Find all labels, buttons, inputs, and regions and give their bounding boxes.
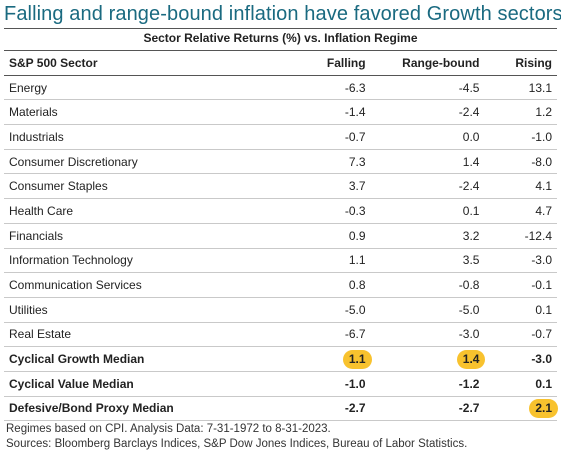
cell-falling: 0.8: [266, 272, 366, 298]
cell-range-bound: -0.8: [365, 272, 480, 298]
cell-falling: -2.7: [266, 396, 366, 422]
cell-falling: 7.3: [266, 149, 366, 175]
table-title: Sector Relative Returns (%) vs. Inflatio…: [143, 31, 418, 45]
median-row: Cyclical Growth Median 1.1 1.4 -3.0: [4, 346, 557, 372]
cell-range-bound: 3.2: [365, 223, 480, 249]
title-divider: [4, 28, 557, 29]
table-row: Consumer Staples 3.7 -2.4 4.1: [4, 173, 557, 200]
returns-table: S&P 500 Sector Falling Range-bound Risin…: [4, 51, 558, 422]
highlight-badge: 1.4: [456, 349, 486, 369]
table-row: Information Technology 1.1 3.5 -3.0: [4, 248, 557, 274]
page-title: Falling and range-bound inflation have f…: [4, 3, 561, 25]
cell-falling: -0.3: [266, 198, 366, 224]
median-row: Cyclical Value Median -1.0 -1.2 0.1: [4, 371, 557, 397]
table-row: Industrials -0.7 0.0 -1.0: [4, 124, 557, 150]
row-label: Consumer Discretionary: [4, 149, 267, 175]
row-label: Defesive/Bond Proxy Median: [4, 396, 267, 422]
cell-rising: 2.1: [479, 396, 558, 422]
row-label: Health Care: [4, 198, 267, 224]
cell-rising: 0.1: [479, 371, 557, 397]
cell-falling: -0.7: [266, 124, 366, 150]
cell-range-bound: 0.1: [365, 198, 480, 224]
row-label: Industrials: [4, 124, 267, 150]
cell-range-bound: -2.7: [365, 396, 480, 422]
cell-range-bound: -5.0: [365, 297, 480, 323]
cell-rising: -0.7: [479, 322, 557, 348]
table-row: Real Estate -6.7 -3.0 -0.7: [4, 322, 557, 348]
cell-rising: -8.0: [479, 149, 557, 175]
column-header-rising: Rising: [479, 51, 557, 76]
cell-falling: -6.7: [266, 322, 366, 348]
column-header-falling: Falling: [266, 51, 366, 76]
cell-range-bound: -3.0: [365, 322, 480, 348]
row-label: Financials: [4, 223, 267, 249]
table-row: Energy -6.3 -4.5 13.1: [4, 75, 557, 101]
table-row: Utilities -5.0 -5.0 0.1: [4, 297, 557, 323]
cell-rising: 1.2: [479, 99, 557, 126]
cell-range-bound: 1.4: [365, 346, 486, 372]
cell-falling: -6.3: [266, 75, 366, 101]
cell-falling: -5.0: [266, 297, 366, 323]
cell-range-bound: 0.0: [365, 124, 480, 150]
row-label: Materials: [4, 99, 267, 126]
table-row: Financials 0.9 3.2 -12.4: [4, 223, 557, 249]
cell-range-bound: 3.5: [365, 248, 480, 274]
table-row: Communication Services 0.8 -0.8 -0.1: [4, 272, 557, 298]
footnote-regimes: Regimes based on CPI. Analysis Data: 7-3…: [6, 423, 331, 435]
cell-falling: 3.7: [266, 173, 366, 200]
row-label: Cyclical Growth Median: [4, 346, 267, 372]
cell-range-bound: -2.4: [365, 99, 480, 126]
highlight-badge: 2.1: [529, 398, 558, 418]
cell-rising: 4.7: [479, 198, 557, 224]
cell-falling: 1.1: [266, 248, 366, 274]
table-row: Health Care -0.3 0.1 4.7: [4, 198, 557, 224]
cell-range-bound: -4.5: [365, 75, 480, 101]
cell-falling: -1.4: [266, 99, 366, 126]
cell-rising: 4.1: [479, 173, 557, 200]
cell-range-bound: -2.4: [365, 173, 480, 200]
cell-rising: -1.0: [479, 124, 557, 150]
row-label: Energy: [4, 75, 267, 101]
cell-range-bound: -1.2: [365, 371, 480, 397]
row-label: Utilities: [4, 297, 267, 323]
cell-rising: 13.1: [479, 75, 557, 101]
row-label: Consumer Staples: [4, 173, 267, 200]
header-row: S&P 500 Sector Falling Range-bound Risin…: [4, 51, 557, 76]
cell-rising: -3.0: [479, 346, 557, 372]
footnote-sources: Sources: Bloomberg Barclays Indices, S&P…: [6, 438, 468, 450]
subtitle-divider: [4, 50, 557, 51]
cell-rising: -0.1: [479, 272, 557, 298]
median-row: Defesive/Bond Proxy Median -2.7 -2.7 2.1: [4, 396, 558, 422]
cell-falling: 0.9: [266, 223, 366, 249]
cell-rising: 0.1: [479, 297, 557, 323]
row-label: Real Estate: [4, 322, 267, 348]
cell-falling: 1.1: [266, 346, 372, 372]
cell-range-bound: 1.4: [365, 149, 480, 175]
row-label: Cyclical Value Median: [4, 371, 267, 397]
table-body: Energy -6.3 -4.5 13.1 Materials -1.4 -2.4 1.2 In…: [4, 75, 558, 422]
footnotes: Regimes based on CPI. Analysis Data: 7-3…: [6, 422, 467, 452]
cell-rising: -12.4: [479, 223, 557, 249]
column-header-range-bound: Range-bound: [365, 51, 480, 76]
cell-falling: -1.0: [266, 371, 366, 397]
row-label: Information Technology: [4, 248, 267, 274]
table-row: Materials -1.4 -2.4 1.2: [4, 99, 557, 126]
highlight-badge: 1.1: [342, 349, 372, 369]
cell-rising: -3.0: [479, 248, 557, 274]
table-row: Consumer Discretionary 7.3 1.4 -8.0: [4, 149, 557, 175]
row-label: Communication Services: [4, 272, 267, 298]
column-header-sector: S&P 500 Sector: [4, 51, 267, 76]
